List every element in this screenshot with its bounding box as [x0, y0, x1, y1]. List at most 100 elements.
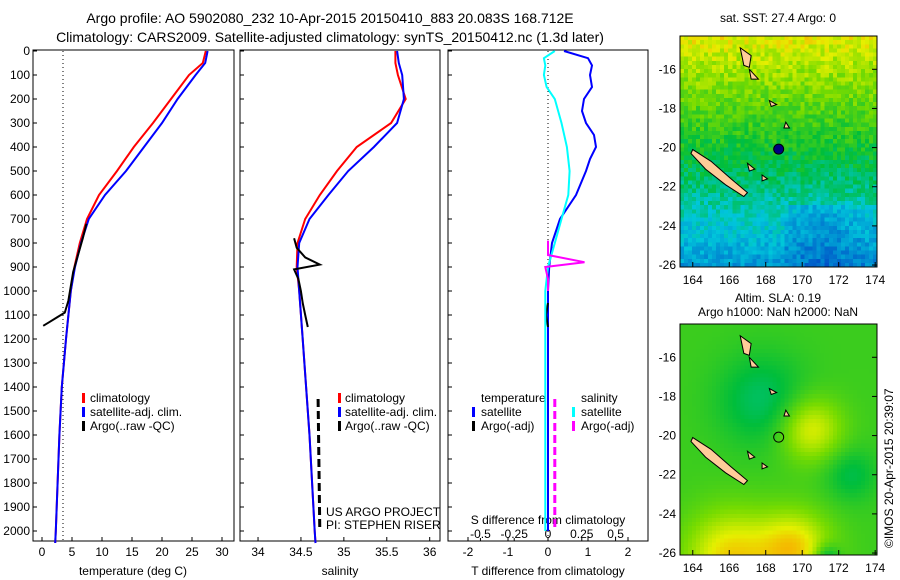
lat-tick-label: -22	[659, 180, 677, 194]
lon-tick-label: 166	[719, 561, 739, 575]
lon-tick-label: 168	[756, 561, 776, 575]
lat-tick-label: -16	[659, 350, 677, 364]
lat-tick-label: -24	[659, 507, 677, 521]
y-tick-label: 1400	[3, 380, 30, 394]
x-tick-label: 25	[185, 545, 199, 559]
lat-tick-label: -18	[659, 389, 677, 403]
land-island	[768, 387, 778, 396]
lon-tick-label: 172	[829, 561, 849, 575]
x-tick-label: 1	[585, 545, 592, 559]
lon-tick-label: 168	[756, 273, 776, 287]
sal-xlabel: salinity	[322, 564, 359, 578]
sla-map-image	[680, 324, 877, 555]
y-tick-label: 2000	[3, 524, 30, 538]
series-line-argo-raw-qc-	[42, 223, 88, 327]
x-tick-label: 0	[39, 545, 46, 559]
plot-title-line2: Climatology: CARS2009. Satellite-adjuste…	[56, 29, 604, 45]
plot-frame	[239, 49, 441, 542]
x-tick-label: 34	[251, 545, 265, 559]
sla-map-title1: Altim. SLA: 0.19	[735, 291, 821, 305]
x-tick-label: 20	[155, 545, 169, 559]
x2-tick-label: 0.25	[570, 527, 594, 541]
diff-legend: temperature satellite Argo(-adj) salinit…	[472, 391, 634, 433]
plot-frame	[32, 49, 235, 542]
legend-label: Argo(..raw -QC)	[90, 419, 175, 433]
legend-label: satellite-adj. clim.	[90, 405, 182, 419]
lon-tick-label: 172	[829, 273, 849, 287]
series-line-argo-raw-qc-deep	[316, 398, 322, 532]
legend-label: climatology	[345, 391, 405, 405]
series-line-satellite-adj-clim-	[54, 50, 209, 544]
land-island	[748, 355, 760, 368]
series-line-climatology	[295, 51, 407, 544]
y-tick-label: 800	[10, 236, 30, 250]
x-tick-label: 35.5	[375, 545, 399, 559]
y-tick-label: 900	[10, 260, 30, 274]
diff-xlabel: T difference from climatology	[471, 564, 625, 578]
lat-tick-label: -24	[659, 219, 677, 233]
legend-swatch	[572, 421, 575, 431]
y-tick-label: 1300	[3, 356, 30, 370]
lat-tick-label: -20	[659, 141, 677, 155]
x-tick-label: -1	[503, 545, 514, 559]
x2-tick-label: 0.5	[607, 527, 624, 541]
legend-label: Argo(-adj)	[481, 419, 534, 433]
x2-tick-label: 0	[545, 527, 552, 541]
map-frame	[679, 35, 878, 268]
legend-swatch-argo	[338, 421, 341, 431]
land-island	[748, 67, 760, 80]
lon-tick-label: 164	[683, 273, 703, 287]
series-line-salinity-argo-adj-	[544, 240, 585, 291]
annotation-pi: PI: STEPHEN RISER	[326, 518, 441, 532]
legend-label: satellite	[481, 405, 522, 419]
y-tick-label: 700	[10, 212, 30, 226]
y-tick-label: 0	[23, 44, 30, 58]
land-island	[768, 99, 778, 108]
land-island	[761, 174, 769, 182]
y-tick-label: 200	[10, 92, 30, 106]
land-island	[761, 462, 769, 470]
y-tick-label: 1200	[3, 332, 30, 346]
lat-tick-label: -18	[659, 101, 677, 115]
lat-tick-label: -16	[659, 62, 677, 76]
x-tick-label: 15	[125, 545, 139, 559]
sal-legend: climatology satellite-adj. clim. Argo(..…	[338, 391, 437, 433]
x-tick-label: -2	[463, 545, 474, 559]
series-line-argo-raw-qc-	[292, 237, 323, 328]
temp-legend: climatology satellite-adj. clim. Argo(..…	[82, 391, 182, 433]
y-tick-label: 1000	[3, 284, 30, 298]
x2-tick-label: -0.5	[470, 527, 491, 541]
legend-swatch	[472, 421, 475, 431]
y-tick-label: 500	[10, 164, 30, 178]
legend-swatch	[472, 407, 475, 417]
plot-title-line1: Argo profile: AO 5902080_232 10-Apr-2015…	[86, 10, 574, 26]
legend-swatch-climatology	[338, 393, 341, 403]
temp-xlabel: temperature (deg C)	[79, 564, 187, 578]
annotation-project: US ARGO PROJECT	[326, 505, 441, 519]
y-tick-label: 400	[10, 140, 30, 154]
land-island	[690, 436, 749, 486]
y-tick-label: 600	[10, 188, 30, 202]
land-island	[690, 148, 749, 198]
x-tick-label: 34.5	[289, 545, 313, 559]
map-frame	[679, 323, 878, 556]
series-line-climatology	[54, 50, 207, 544]
x-tick-label: 10	[95, 545, 109, 559]
legend-label: satellite-adj. clim.	[345, 405, 437, 419]
legend-swatch-satellite	[338, 407, 341, 417]
lat-tick-label: -26	[659, 258, 677, 272]
y-tick-label: 1600	[3, 428, 30, 442]
legend-swatch	[572, 407, 575, 417]
series-line-salinity-satellite	[542, 50, 571, 531]
y-tick-label: 300	[10, 116, 30, 130]
x-tick-label: 0	[545, 545, 552, 559]
legend-label: satellite	[581, 405, 622, 419]
lon-tick-label: 164	[683, 561, 703, 575]
y-tick-label: 1500	[3, 404, 30, 418]
y-tick-label: 1800	[3, 476, 30, 490]
argo-location-marker	[773, 431, 785, 443]
lat-tick-label: -26	[659, 546, 677, 560]
y-tick-label: 1900	[3, 500, 30, 514]
land-island	[739, 46, 752, 68]
